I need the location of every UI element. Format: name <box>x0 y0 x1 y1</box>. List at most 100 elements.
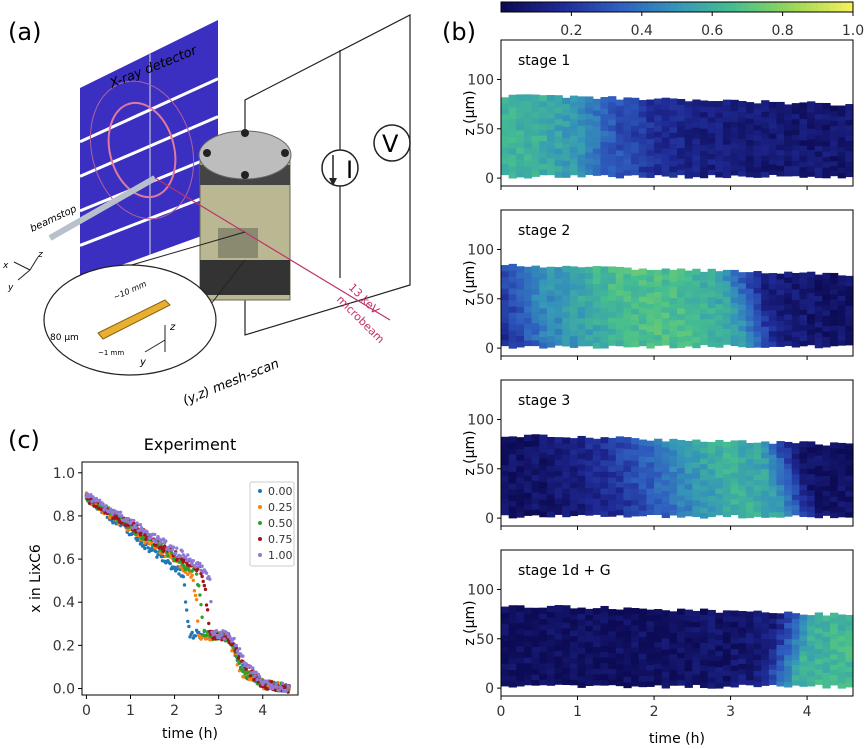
heatmap-cell <box>738 106 747 113</box>
heatmap-cell <box>715 439 724 446</box>
heatmap-cell <box>592 613 602 620</box>
heatmap-cell <box>592 147 602 155</box>
colorbar-tick-label: 0.4 <box>631 23 653 39</box>
data-point <box>182 583 187 587</box>
heatmap-cell <box>638 279 647 286</box>
data-point <box>227 634 232 638</box>
heatmap-cell <box>508 477 517 484</box>
heatmap-cell <box>638 664 647 671</box>
heatmap-cell <box>814 161 823 168</box>
heatmap-cell <box>577 618 586 626</box>
heatmap-cell <box>753 648 762 655</box>
heatmap-cell <box>845 155 854 162</box>
heatmap-cell <box>784 313 793 320</box>
heatmap-cell <box>707 137 716 144</box>
heatmap-cell <box>845 285 854 292</box>
heatmap-cell <box>699 172 709 179</box>
heatmap-cell <box>692 336 701 343</box>
heatmap-cell <box>837 310 846 316</box>
heatmap-cell <box>554 101 563 108</box>
heatmap-cell <box>585 272 594 279</box>
heatmap-cell <box>608 164 617 172</box>
heatmap-cell <box>738 616 747 623</box>
heatmap-cell <box>730 648 739 655</box>
heatmap-cell <box>699 614 709 621</box>
heatmap-cell <box>791 453 801 460</box>
colorbar-cell <box>776 2 784 12</box>
heatmap-cell <box>776 665 785 671</box>
heatmap-cell <box>654 668 663 675</box>
heatmap-cell <box>615 486 625 493</box>
heatmap-cell <box>822 315 831 322</box>
heatmap-cell <box>837 506 846 513</box>
heatmap-cell <box>631 302 640 309</box>
heatmap-cell <box>585 647 594 654</box>
heatmap-cell <box>738 506 747 513</box>
heatmap-cell <box>738 501 747 508</box>
heatmap-cell <box>654 318 663 325</box>
heatmap-cell <box>699 636 709 643</box>
heatmap-cell <box>608 443 617 450</box>
heatmap-cell <box>692 313 701 321</box>
heatmap-cell <box>608 460 617 467</box>
heatmap-cell <box>837 110 846 117</box>
heatmap-cell <box>661 273 670 281</box>
heatmap-cell <box>738 138 747 145</box>
heatmap-cell <box>669 669 678 676</box>
heatmap-cell <box>707 457 716 464</box>
heatmap-cell <box>516 662 525 670</box>
heatmap-cell <box>768 628 778 635</box>
heatmap-cell <box>562 639 571 646</box>
heatmap-cell <box>615 306 625 313</box>
heatmap-cell <box>761 473 770 480</box>
heatmap-cell <box>738 111 747 118</box>
heatmap-cell <box>761 111 770 118</box>
heatmap-cell <box>814 638 823 644</box>
heatmap-cell <box>738 626 747 633</box>
heatmap-cell <box>791 108 801 115</box>
data-point <box>132 518 136 523</box>
heatmap-cell <box>539 487 548 494</box>
heatmap-cell <box>501 316 510 324</box>
heatmap-cell <box>837 682 846 689</box>
heatmap-cell <box>508 506 517 513</box>
heatmap-cell <box>654 454 663 461</box>
heatmap-cell <box>523 317 533 324</box>
heatmap-cell <box>830 638 839 645</box>
heatmap-cell <box>638 133 647 140</box>
heatmap-cell <box>761 446 770 453</box>
heatmap-cell <box>776 484 785 491</box>
y-axis-label: x in LixC6 <box>28 544 44 613</box>
heatmap-cell <box>516 141 525 148</box>
heatmap-cell <box>615 144 625 151</box>
heatmap-cell <box>745 653 755 660</box>
heatmap-cell <box>669 120 678 128</box>
heatmap-cell <box>654 444 663 451</box>
heatmap-cell <box>546 679 556 686</box>
heatmap-cell <box>768 443 778 450</box>
colorbar-cell <box>536 2 543 12</box>
heatmap-cell <box>669 308 678 315</box>
heatmap-cell <box>631 454 640 461</box>
heatmap-cell <box>822 445 831 452</box>
heatmap-cell <box>745 674 755 681</box>
heatmap-cell <box>715 287 724 294</box>
heatmap-cell <box>745 298 755 305</box>
heatmap-cell <box>677 462 686 469</box>
heatmap-cell <box>585 294 594 302</box>
heatmap-cell <box>699 111 709 118</box>
heatmap-cell <box>646 320 655 327</box>
heatmap-cell <box>753 319 762 326</box>
heatmap-cell <box>722 468 732 475</box>
heatmap-cell <box>562 644 571 652</box>
heatmap-cell <box>669 679 678 686</box>
y-tick-label: 0 <box>485 511 494 527</box>
heatmap-cell <box>791 649 801 655</box>
heatmap-cell <box>799 134 808 141</box>
heatmap-cell <box>791 674 801 681</box>
heatmap-cell <box>539 106 548 113</box>
heatmap-cell <box>577 435 586 443</box>
colorbar-cell <box>524 2 531 12</box>
heatmap-cell <box>845 511 854 518</box>
